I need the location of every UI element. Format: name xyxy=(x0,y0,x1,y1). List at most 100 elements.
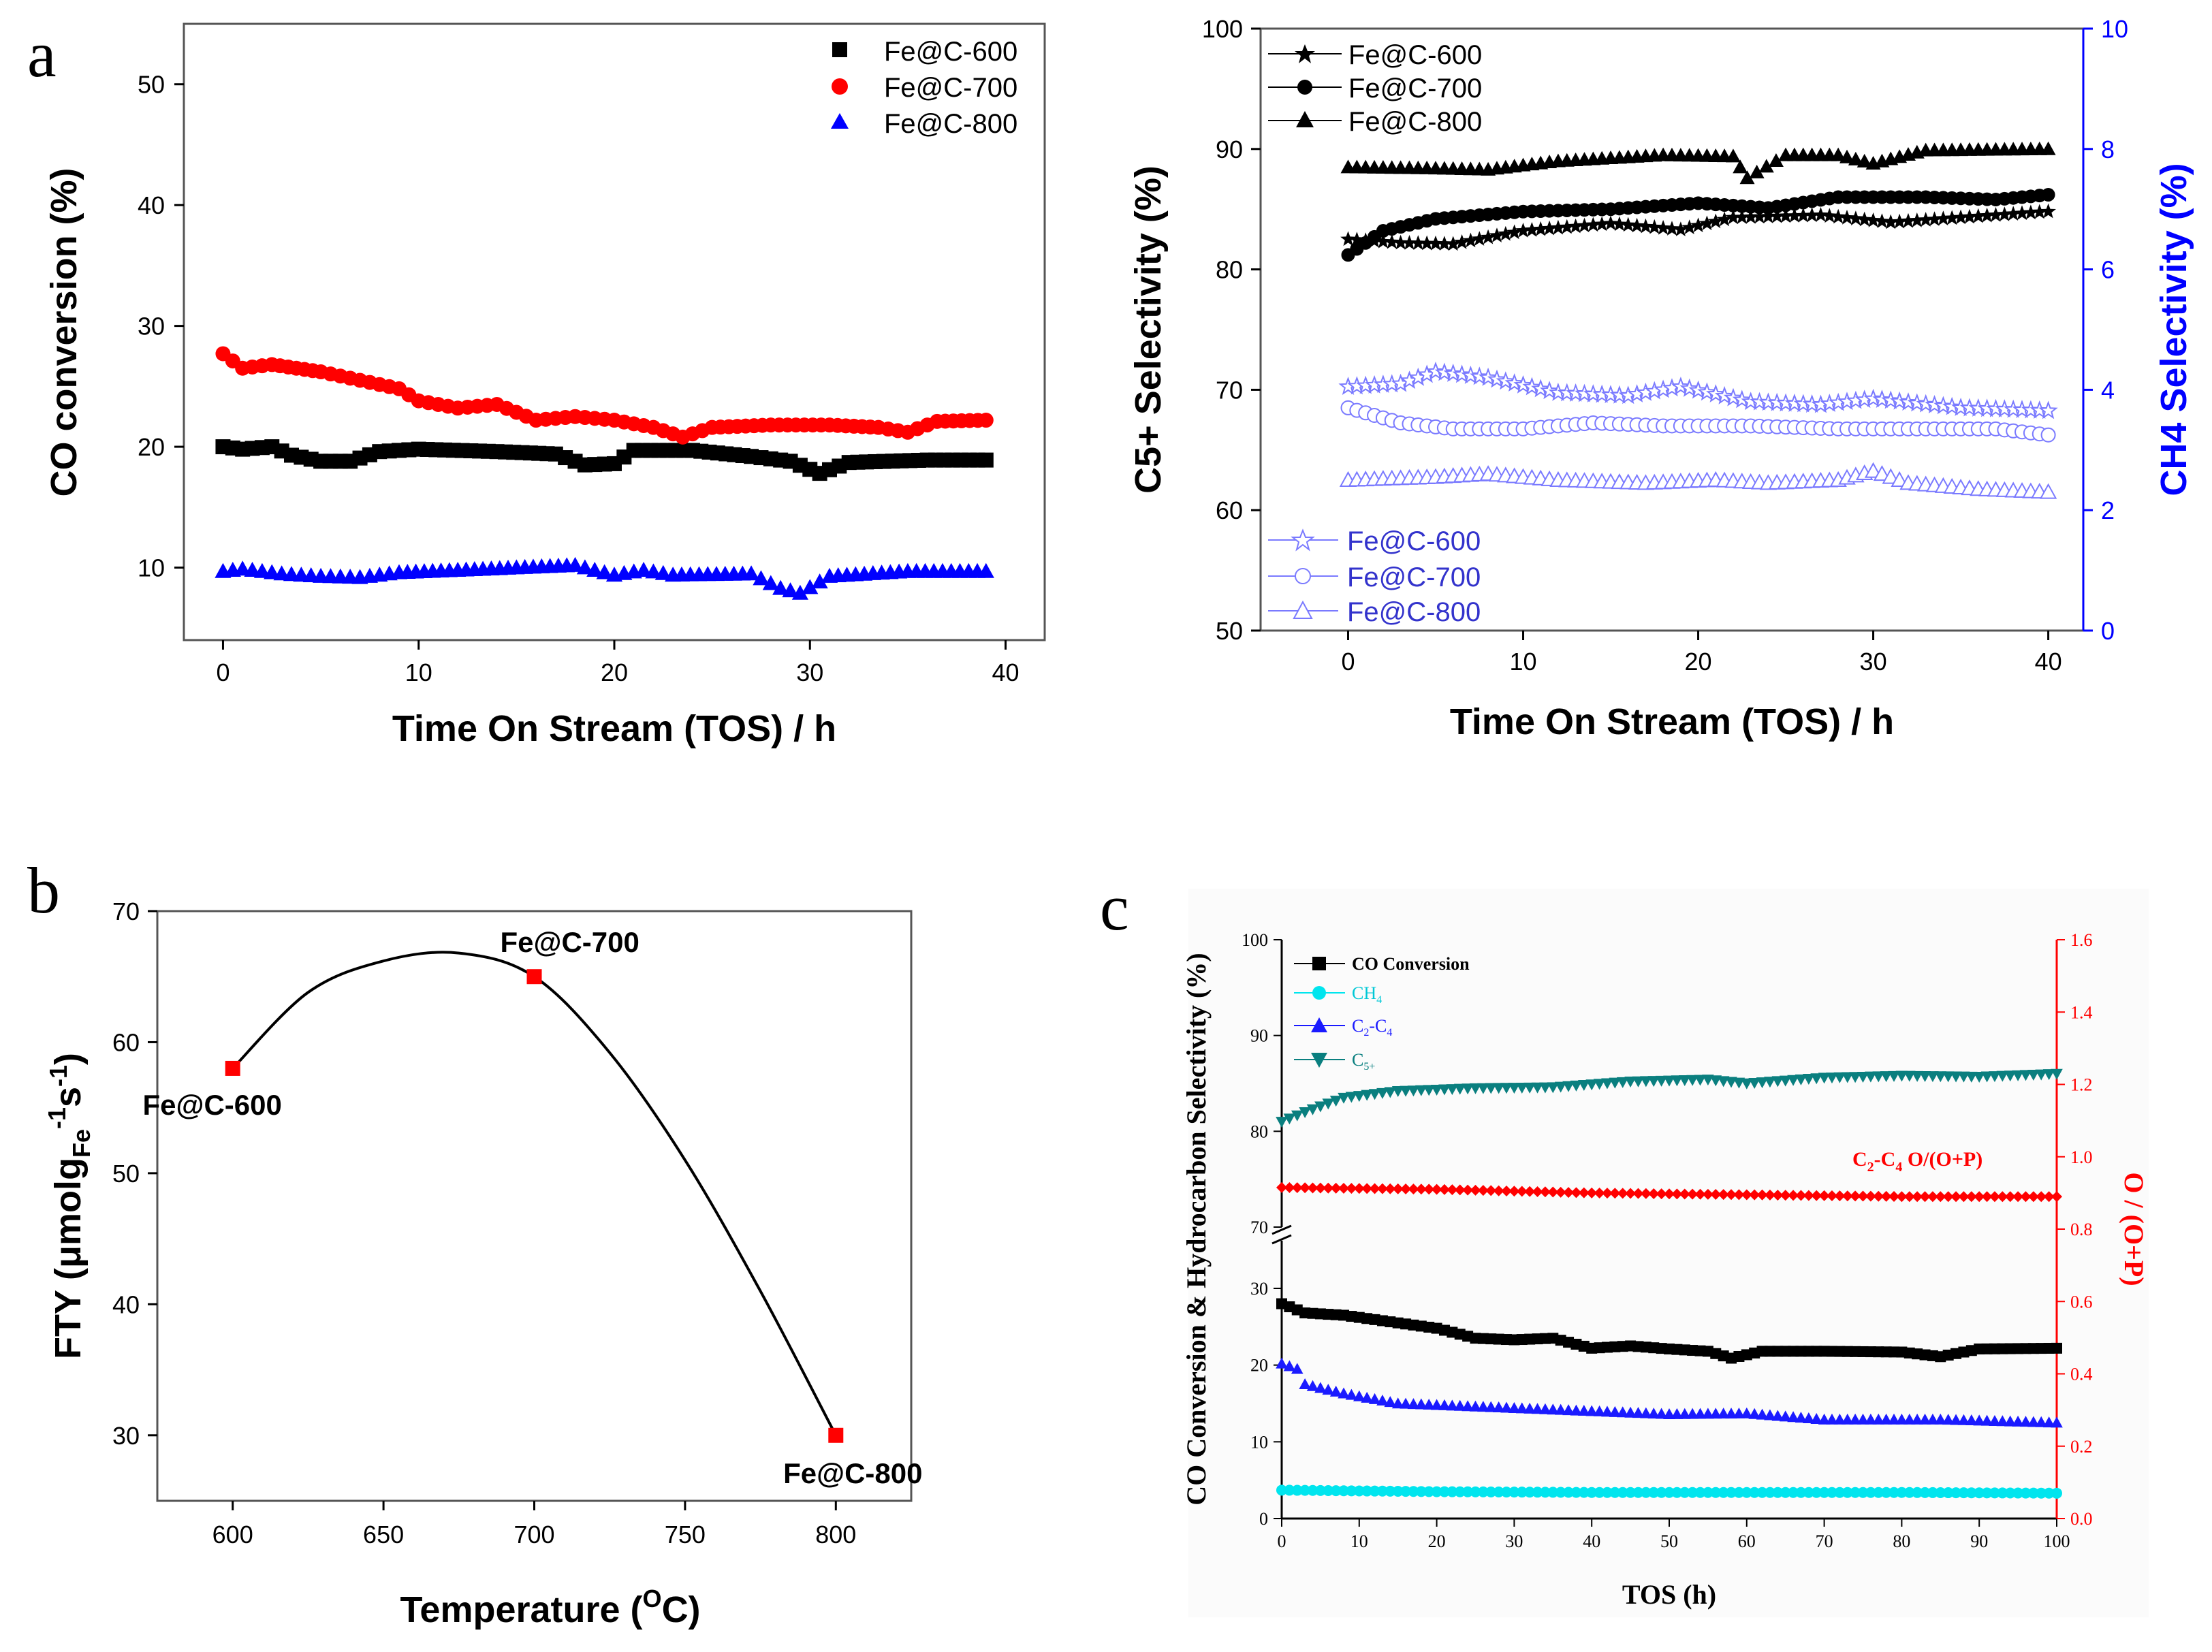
legend-marker-circle-open xyxy=(1295,568,1311,584)
data-point xyxy=(1500,1083,1513,1094)
data-point xyxy=(1912,1487,1923,1498)
data-point xyxy=(1702,1487,1713,1498)
y2-tick-label: 1.6 xyxy=(2070,930,2093,950)
data-point xyxy=(1291,1110,1304,1122)
data-point xyxy=(1361,1183,1373,1194)
data-point xyxy=(1821,208,1837,223)
data-point xyxy=(1974,1487,1985,1499)
data-point xyxy=(1996,206,2012,221)
y-tick-label: 100 xyxy=(1202,15,1243,43)
data-point xyxy=(1880,1190,1892,1202)
data-point xyxy=(1818,1487,1830,1498)
data-point xyxy=(1609,1487,1621,1498)
data-point xyxy=(1547,1403,1560,1415)
data-point xyxy=(1559,219,1575,234)
data-point xyxy=(1989,1071,2001,1083)
data-point xyxy=(1508,1401,1521,1413)
x-tick-label: 20 xyxy=(601,658,628,686)
data-point xyxy=(1944,210,1960,225)
data-point xyxy=(1624,1076,1637,1087)
data-point xyxy=(1989,1414,2001,1426)
data-point xyxy=(2027,1416,2040,1427)
data-point xyxy=(2036,1191,2047,1203)
x-tick-label: 50 xyxy=(1660,1531,1678,1551)
data-point xyxy=(1477,1401,1489,1412)
data-point xyxy=(1911,1413,1923,1425)
data-point xyxy=(1345,1388,1358,1400)
data-point xyxy=(1918,1070,1931,1082)
data-point xyxy=(1329,1096,1342,1107)
data-point xyxy=(1532,1186,1543,1198)
data-point xyxy=(1376,1183,1388,1194)
data-point xyxy=(1609,1405,1622,1417)
data-point xyxy=(1408,1486,1419,1497)
y-tick-label: 70 xyxy=(1216,376,1243,404)
data-point xyxy=(802,579,819,594)
data-point xyxy=(1438,1486,1450,1497)
data-point xyxy=(1664,1188,1675,1200)
data-point xyxy=(1353,1485,1365,1497)
data-point xyxy=(1771,1076,1784,1087)
legend-bottom: Fe@C-600 Fe@C-700 Fe@C-800 xyxy=(1268,526,1481,627)
legend: CO Conversion CH4 C2-C4 C5+ xyxy=(1294,954,1470,1073)
data-point xyxy=(1485,1083,1498,1094)
data-point xyxy=(1480,229,1496,244)
data-point xyxy=(1965,1191,1977,1203)
data-point xyxy=(1891,213,1908,229)
data-point xyxy=(1443,363,1463,382)
data-point xyxy=(1400,1486,1412,1497)
data-point xyxy=(1593,1079,1606,1090)
x-axis-label: TOS (h) xyxy=(1622,1579,1716,1610)
y2-tick-label: 4 xyxy=(2101,376,2115,404)
data-point xyxy=(1733,159,1748,174)
data-point xyxy=(1865,1487,1876,1498)
data-point xyxy=(1673,221,1689,236)
legend-marker-star-open xyxy=(1291,528,1315,552)
data-point xyxy=(1470,1184,1481,1196)
data-point xyxy=(1880,1071,1893,1083)
y-tick-label: 30 xyxy=(112,1422,140,1450)
data-point xyxy=(1841,1413,1854,1425)
data-point xyxy=(1950,1414,1962,1425)
chart-a-selectivity: 0 10 20 30 40 50 60 70 80 90 100 0 2 4 6 8 10 Time On St… xyxy=(1128,15,2194,742)
data-point xyxy=(1346,1183,1357,1194)
data-point xyxy=(1446,1084,1459,1096)
data-point xyxy=(1419,235,1435,251)
data-point xyxy=(1602,215,1619,231)
series-Fe@C-700-left xyxy=(1341,187,2055,262)
data-point xyxy=(1749,1189,1760,1201)
data-point xyxy=(1795,1412,1807,1423)
data-point xyxy=(1501,1185,1513,1196)
data-point xyxy=(586,561,603,577)
data-point xyxy=(1632,1407,1645,1418)
data-point xyxy=(1856,1413,1869,1425)
data-point xyxy=(1686,1075,1698,1086)
data-point xyxy=(1895,1070,1908,1082)
data-point xyxy=(1694,1188,1706,1200)
data-point xyxy=(1911,1070,1923,1082)
y-tick-label: 40 xyxy=(138,191,165,219)
data-point xyxy=(1726,1487,1737,1498)
data-point xyxy=(1648,1487,1660,1498)
data-point xyxy=(1849,1072,1861,1083)
data-point xyxy=(1647,1076,1660,1087)
data-point xyxy=(1616,1077,1629,1088)
legend-marker-fe700 xyxy=(832,78,848,95)
data-point xyxy=(1935,1487,1946,1498)
x-tick-label: 0 xyxy=(1341,648,1355,676)
data-point xyxy=(1415,1085,1427,1096)
data-point xyxy=(654,565,672,580)
data-point xyxy=(1826,1487,1837,1498)
data-point xyxy=(1839,210,1855,225)
data-point xyxy=(2038,400,2058,419)
data-point xyxy=(1927,1413,1939,1425)
data-point xyxy=(1779,1410,1792,1422)
data-point xyxy=(1452,364,1472,383)
data-point xyxy=(1384,1396,1397,1408)
data-point xyxy=(1841,1072,1854,1083)
data-point xyxy=(1531,1082,1544,1094)
data-point xyxy=(1780,1487,1791,1498)
data-point xyxy=(1524,222,1540,237)
data-point xyxy=(1989,1487,2000,1499)
